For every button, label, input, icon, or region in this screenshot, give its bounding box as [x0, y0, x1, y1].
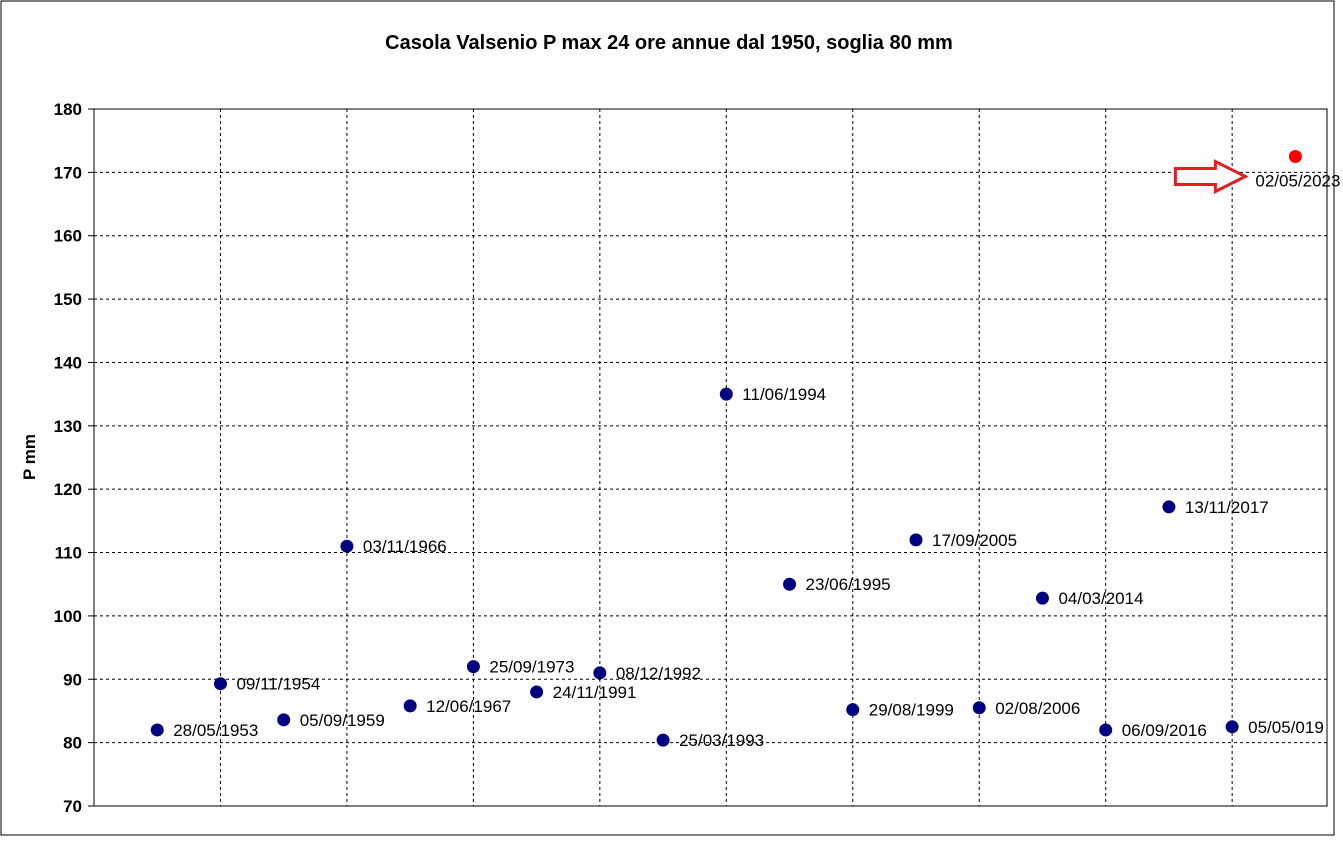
grid-lines	[94, 109, 1327, 806]
y-tick-label: 110	[55, 544, 82, 563]
y-axis-label: P mm	[20, 434, 39, 480]
point-label: 05/05/019	[1248, 718, 1324, 737]
data-point	[656, 733, 670, 747]
data-point	[340, 539, 354, 553]
data-point	[1035, 591, 1049, 605]
highlight-point	[1288, 150, 1302, 164]
data-point	[1099, 723, 1113, 737]
data-point	[530, 685, 544, 699]
point-label: 17/09/2005	[932, 531, 1017, 550]
point-label: 29/08/1999	[869, 701, 954, 720]
plot-area-border	[93, 108, 1328, 807]
point-label: 03/11/1966	[363, 537, 447, 556]
data-point	[846, 703, 860, 717]
y-axis-ticks: 70 80 90 100 110 120 130 140 150 160 170 180	[54, 100, 94, 816]
data-point	[972, 701, 986, 715]
y-tick-label: 170	[54, 163, 82, 182]
data-point	[277, 713, 291, 727]
data-points: 28/05/1953 09/11/1954 05/09/1959 03/11/1966…	[150, 150, 1340, 750]
point-label: 06/09/2016	[1122, 721, 1207, 740]
point-label: 28/05/1953	[173, 721, 258, 740]
data-point	[1162, 500, 1176, 514]
point-label: 25/09/1973	[489, 658, 574, 677]
point-label: 05/09/1959	[300, 711, 385, 730]
point-label: 13/11/2017	[1185, 498, 1269, 517]
point-label: 11/06/1994	[742, 385, 826, 404]
arrow-annotation	[1173, 159, 1249, 194]
data-point	[1225, 720, 1239, 734]
data-point	[150, 723, 164, 737]
point-label: 02/05/2023	[1255, 172, 1340, 191]
y-tick-label: 160	[54, 227, 82, 246]
y-tick-label: 180	[54, 100, 82, 119]
point-label: 23/06/1995	[806, 575, 891, 594]
y-tick-label: 130	[54, 417, 82, 436]
y-tick-label: 70	[63, 797, 82, 816]
data-point	[909, 533, 923, 547]
point-label: 04/03/2014	[1058, 589, 1143, 608]
y-tick-label: 150	[54, 290, 82, 309]
point-label: 25/03/1993	[679, 731, 764, 750]
annotations	[1173, 159, 1249, 194]
data-point	[783, 577, 797, 591]
y-tick-label: 90	[63, 670, 82, 689]
y-tick-label: 140	[54, 353, 82, 372]
y-tick-label: 80	[63, 734, 82, 753]
data-point	[593, 666, 607, 680]
data-point	[466, 660, 480, 674]
point-label: 12/06/1967	[426, 697, 511, 716]
point-label: 09/11/1954	[236, 675, 320, 694]
point-label: 08/12/1992	[616, 664, 701, 683]
y-tick-label: 120	[54, 480, 82, 499]
data-point	[403, 699, 417, 713]
data-point	[719, 387, 733, 401]
y-tick-label: 100	[54, 607, 82, 626]
point-label: 24/11/1991	[553, 683, 637, 702]
point-label: 02/08/2006	[995, 699, 1080, 718]
chart-title: Casola Valsenio P max 24 ore annue dal 1…	[385, 32, 953, 54]
data-point	[213, 677, 227, 691]
